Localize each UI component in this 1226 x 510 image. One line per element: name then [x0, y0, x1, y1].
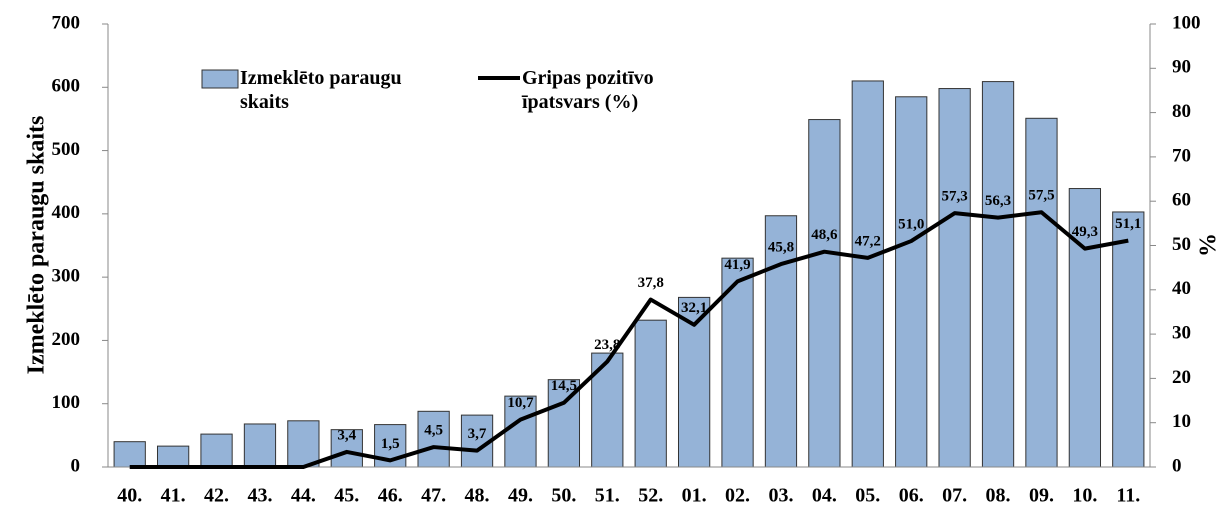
x-tick-label: 45. [334, 485, 359, 507]
y2-tick-label: 50 [1172, 234, 1191, 255]
y2-tick-label: 60 [1172, 190, 1191, 211]
y2-tick-label: 10 [1172, 411, 1191, 432]
y-tick-label: 700 [52, 12, 81, 33]
data-label: 14,5 [551, 378, 577, 394]
data-label: 3,4 [337, 427, 356, 443]
x-tick-label: 03. [768, 485, 793, 507]
bar [1068, 188, 1102, 468]
data-label: 49,3 [1072, 224, 1098, 240]
x-tick-label: 43. [247, 485, 272, 507]
x-tick-label: 09. [1029, 485, 1054, 507]
data-label: 37,8 [638, 275, 664, 291]
x-tick-label: 46. [378, 485, 403, 507]
y-tick-label: 600 [52, 76, 81, 97]
x-tick-label: 52. [638, 485, 663, 507]
y2-tick-label: 30 [1172, 322, 1191, 343]
x-tick-label: 11. [1116, 485, 1140, 507]
data-label: 4,5 [424, 423, 443, 439]
bar [764, 215, 798, 468]
legend-label: Izmeklēto paraugu skaits [240, 67, 402, 113]
y-tick-label: 300 [52, 266, 81, 287]
x-tick-label: 42. [204, 485, 229, 507]
y2-tick-label: 20 [1172, 367, 1191, 388]
data-label: 41,9 [724, 257, 750, 273]
y2-tick-label: 40 [1172, 278, 1191, 299]
y-tick-label: 500 [52, 139, 81, 160]
bar [113, 441, 146, 468]
bar [808, 119, 841, 468]
bar [330, 429, 363, 468]
bar [1112, 211, 1145, 468]
bar [287, 420, 320, 468]
data-label: 32,1 [681, 300, 707, 316]
data-label: 56,3 [985, 193, 1011, 209]
bar [851, 80, 884, 468]
y-axis-label: Izmeklēto paraugu skaits [24, 116, 50, 375]
x-tick-label: 50. [551, 485, 576, 507]
bar [634, 319, 667, 468]
x-tick-label: 04. [812, 485, 837, 507]
bar [938, 88, 971, 468]
x-tick-label: 08. [986, 485, 1011, 507]
y-tick-label: 200 [52, 329, 81, 350]
data-label: 51,0 [898, 217, 924, 233]
data-label: 23,8 [594, 337, 620, 353]
data-label: 57,5 [1028, 188, 1054, 204]
y2-tick-label: 70 [1172, 145, 1191, 166]
bar [721, 257, 754, 468]
y2-tick-label: 80 [1172, 101, 1191, 122]
data-label: 48,6 [811, 227, 838, 243]
y2-tick-label: 100 [1172, 12, 1201, 33]
y2-tick-label: 0 [1172, 455, 1182, 476]
bar [156, 445, 190, 468]
y2-tick-label: 90 [1172, 57, 1191, 78]
bar [200, 433, 233, 468]
data-label: 47,2 [855, 233, 881, 249]
data-label: 57,3 [942, 189, 968, 205]
bar [504, 395, 537, 468]
bar [1025, 117, 1058, 468]
x-tick-label: 44. [291, 485, 316, 507]
x-tick-label: 41. [161, 485, 186, 507]
x-tick-label: 48. [465, 485, 490, 507]
legend-label: Gripas pozitīvo īpatsvars (%) [522, 67, 654, 113]
data-label: 51,1 [1115, 216, 1141, 232]
data-label: 10,7 [507, 395, 534, 411]
x-tick-label: 51. [595, 485, 620, 507]
data-label: 45,8 [768, 240, 794, 256]
x-tick-label: 47. [421, 485, 446, 507]
x-tick-label: 07. [942, 485, 967, 507]
bar [417, 410, 450, 468]
data-label: 3,7 [468, 426, 487, 442]
bar [243, 423, 277, 468]
x-tick-label: 40. [117, 485, 142, 507]
legend-swatch-bar [201, 69, 239, 89]
x-tick-label: 49. [508, 485, 533, 507]
bar [981, 81, 1015, 468]
y-tick-label: 400 [52, 202, 81, 223]
y-tick-label: 100 [52, 392, 81, 413]
x-tick-label: 01. [682, 485, 707, 507]
x-tick-label: 02. [725, 485, 750, 507]
bar [895, 96, 928, 468]
data-label: 1,5 [381, 436, 400, 452]
line [129, 210, 1129, 469]
x-tick-label: 05. [855, 485, 880, 507]
y2-axis-label: % [1196, 233, 1222, 257]
y-tick-label: 0 [71, 455, 81, 476]
x-tick-label: 06. [899, 485, 924, 507]
x-tick-label: 10. [1072, 485, 1097, 507]
